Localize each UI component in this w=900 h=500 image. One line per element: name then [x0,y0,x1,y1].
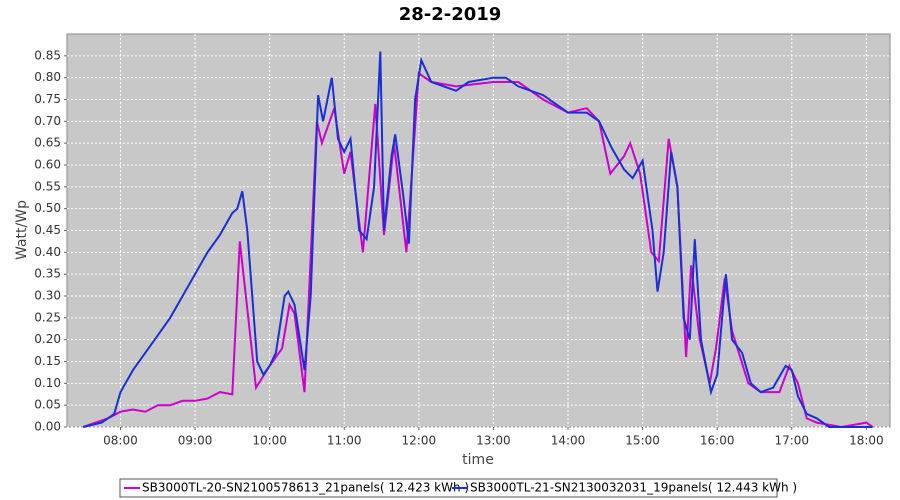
y-tick-label: 0.50 [34,201,61,215]
legend-label: SB3000TL-20-SN2100578613_21panels( 12.42… [142,481,469,495]
y-tick-label: 0.05 [34,398,61,412]
y-tick-label: 0.85 [34,48,61,62]
series-line [82,51,873,428]
legend [119,478,778,498]
legend-label: SB3000TL-21-SN2130032031_19panels( 12.44… [470,481,797,495]
x-tick-label: 18:00 [849,434,884,448]
y-tick-label: 0.00 [34,420,61,434]
y-tick-label: 0.75 [34,92,61,106]
y-tick-label: 0.65 [34,136,61,150]
x-tick-label: 11:00 [327,434,362,448]
x-tick-label: 08:00 [103,434,138,448]
y-tick-label: 0.15 [34,354,61,368]
x-tick-label: 09:00 [178,434,213,448]
y-tick-label: 0.20 [34,332,61,346]
x-axis-label: time [462,452,494,468]
chart-title: 28-2-2019 [399,4,502,25]
plot-area [66,33,891,428]
y-tick-label: 0.55 [34,179,61,193]
y-tick-label: 0.25 [34,310,61,324]
x-tick-label: 15:00 [625,434,660,448]
x-tick-label: 16:00 [700,434,735,448]
y-axis-label: Watt/Wp [14,200,30,260]
y-tick-label: 0.80 [34,70,61,84]
y-tick-label: 0.60 [34,158,61,172]
y-tick-label: 0.40 [34,245,61,259]
y-tick-label: 0.35 [34,267,61,281]
y-tick-label: 0.70 [34,114,61,128]
x-tick-label: 10:00 [252,434,287,448]
x-tick-label: 12:00 [402,434,437,448]
x-tick-label: 14:00 [551,434,586,448]
y-tick-label: 0.30 [34,289,61,303]
y-tick-label: 0.10 [34,376,61,390]
y-tick-label: 0.45 [34,223,61,237]
x-tick-label: 17:00 [774,434,809,448]
x-tick-label: 13:00 [476,434,511,448]
